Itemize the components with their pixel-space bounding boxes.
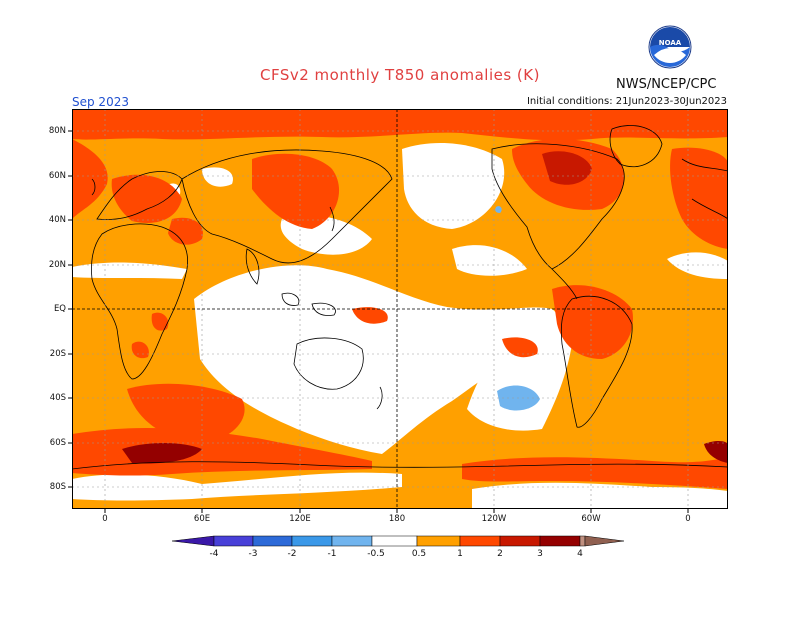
colorbar-label-n3: -3: [248, 549, 258, 559]
colorbar-label-n2: -2: [287, 549, 297, 559]
colorbar-label-n4: -4: [209, 549, 219, 559]
lon-label-60e: 60E: [193, 514, 211, 524]
coastlines: [72, 125, 728, 470]
lon-label-0-east: 0: [685, 514, 691, 524]
noaa-logo: NOAA: [648, 25, 692, 69]
colorbar-label-n05: -0.5: [367, 549, 385, 559]
anomaly-map: [72, 109, 728, 509]
colorbar-segment-6: [416, 535, 461, 547]
neutral-regions: [72, 143, 728, 509]
lat-label-40s: 40S: [49, 393, 66, 403]
colorbar-segment-1: [213, 535, 254, 547]
lon-label-0-west: 0: [102, 514, 108, 524]
lat-label-40n: 40N: [48, 215, 66, 225]
lon-label-60w: 60W: [581, 514, 601, 524]
colorbar-segment-8: [499, 535, 541, 547]
colorbar-segment-4: [331, 535, 373, 547]
agency-label: NWS/NCEP/CPC: [616, 77, 717, 92]
colorbar-segment-3: [291, 535, 333, 547]
colorbar-segment-2: [252, 535, 293, 547]
colorbar-segment-7: [459, 535, 501, 547]
colorbar-label-n1: -1: [327, 549, 337, 559]
colorbar-arrow-right: [584, 535, 625, 547]
lon-label-180: 180: [388, 514, 406, 524]
colorbar-segment-10: [579, 535, 586, 547]
colorbar-label-4: 4: [577, 549, 583, 559]
map-frame: [72, 109, 728, 509]
map-title: CFSv2 monthly T850 anomalies (K): [260, 66, 540, 84]
colorbar-label-2: 2: [497, 549, 503, 559]
colorbar-arrow-left: [172, 535, 215, 547]
warm-2-3-regions: [542, 151, 592, 185]
lat-label-80n: 80N: [48, 126, 66, 136]
colorbar-segment-5: [371, 535, 418, 547]
valid-month-label: Sep 2023: [72, 95, 129, 109]
colorbar: [172, 535, 625, 547]
lat-label-60n: 60N: [48, 171, 66, 181]
warm-3-4-regions: [122, 441, 728, 464]
colorbar-label-1: 1: [457, 549, 463, 559]
lat-label-60s: 60S: [49, 438, 66, 448]
lon-label-120e: 120E: [289, 514, 311, 524]
lat-label-20s: 20S: [49, 349, 66, 359]
colorbar-label-05: 0.5: [411, 549, 427, 559]
lat-lon-grid: [72, 109, 728, 509]
lon-label-120w: 120W: [481, 514, 507, 524]
lat-label-eq: EQ: [53, 304, 66, 314]
lat-label-80s: 80S: [49, 482, 66, 492]
colorbar-label-3: 3: [537, 549, 543, 559]
logo-text: NOAA: [659, 39, 682, 47]
colorbar-segment-9: [539, 535, 581, 547]
lat-label-20n: 20N: [48, 260, 66, 270]
initial-conditions-label: Initial conditions: 21Jun2023-30Jun2023: [526, 96, 727, 107]
